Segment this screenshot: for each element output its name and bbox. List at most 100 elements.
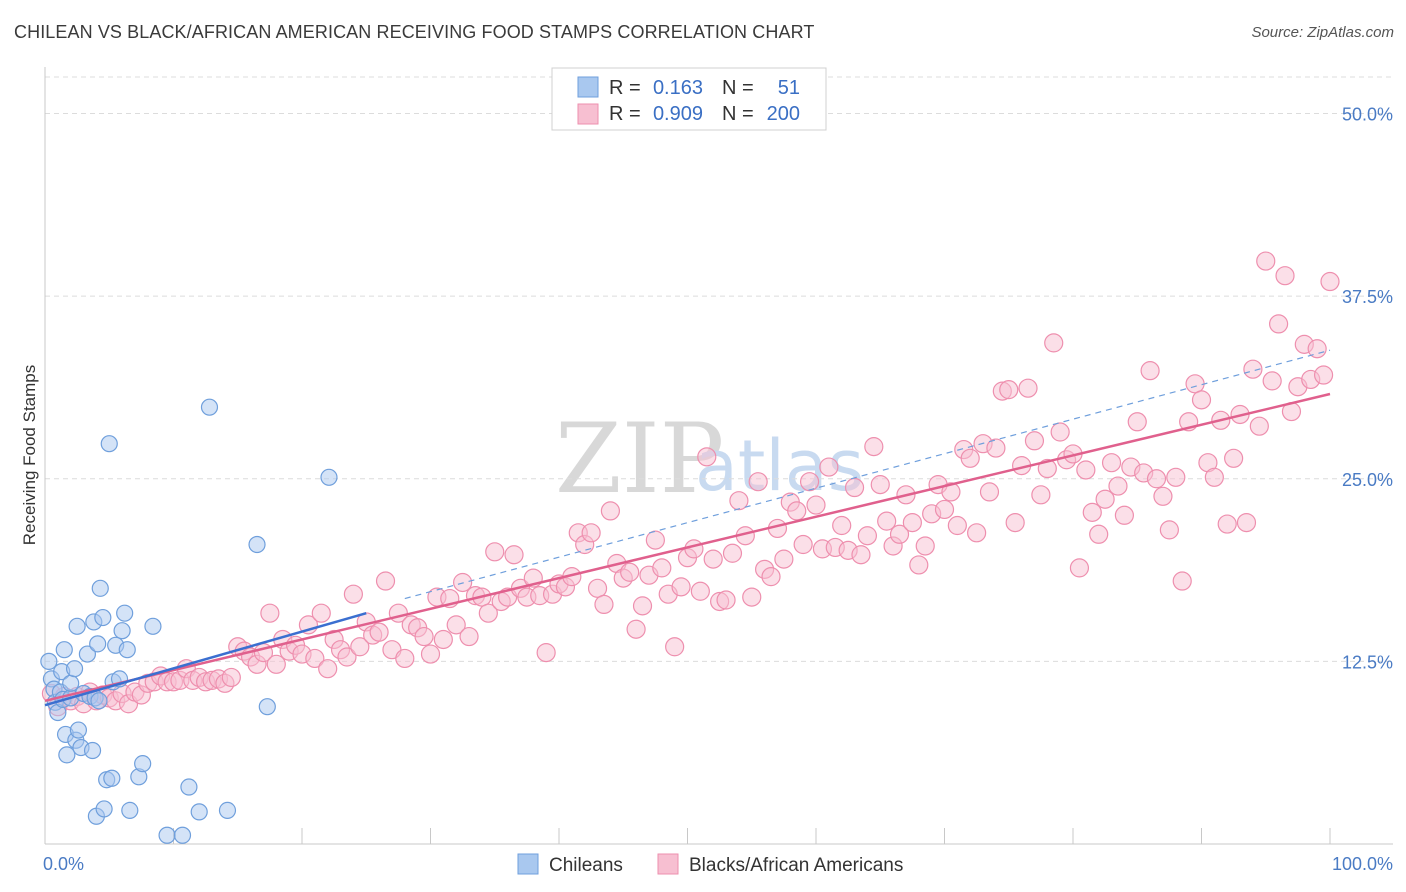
chileans-point-38 (118, 641, 136, 659)
blacks-point-162 (1082, 502, 1102, 522)
blacks-point-47 (343, 584, 363, 604)
blacks-point-61 (433, 629, 453, 650)
blacks-point-189 (1256, 251, 1276, 271)
legend-swatch-chileans (577, 76, 599, 98)
blacks-point-77 (536, 643, 556, 663)
blacks-point-105 (716, 590, 736, 610)
blacks-point-42 (311, 603, 331, 623)
chileans-point-48 (218, 801, 237, 819)
blacks-point-155 (1037, 458, 1057, 479)
blacks-point-109 (742, 587, 762, 607)
blacks-point-173 (1153, 486, 1173, 506)
blacks-point-141 (947, 515, 967, 536)
blacks-point-112 (761, 567, 781, 587)
gridlines (45, 76, 1393, 662)
blacks-point-86 (594, 594, 614, 615)
chileans-point-12 (62, 674, 80, 692)
series-legend: Chileans Blacks/African Americans (517, 853, 903, 876)
blacks-point-176 (1172, 571, 1192, 591)
blacks-point-192 (1275, 266, 1295, 286)
chileans-point-46 (190, 803, 208, 821)
chileans-point-15 (68, 617, 86, 635)
chileans-point-8 (55, 641, 73, 659)
blacks-point-169 (1127, 412, 1147, 432)
blacks-point-150 (1005, 512, 1025, 533)
blacks-point-68 (478, 603, 498, 623)
blacks-point-178 (1185, 374, 1205, 394)
series-chileans-points (40, 398, 338, 844)
bottom-legend-label-blacks: Blacks/African Americans (689, 855, 903, 876)
chileans-point-21 (83, 741, 102, 760)
chileans-point-45 (180, 778, 198, 796)
blacks-point-167 (1114, 505, 1135, 525)
chileans-point-37 (116, 604, 134, 622)
blacks-point-51 (369, 622, 389, 642)
chileans-point-27 (91, 579, 109, 597)
blacks-point-90 (620, 562, 640, 582)
blacks-point-94 (645, 530, 665, 550)
blacks-point-153 (1024, 431, 1045, 451)
blacks-point-152 (1018, 378, 1038, 398)
blacks-point-63 (446, 615, 466, 635)
blacks-point-100 (684, 539, 704, 559)
chileans-point-29 (95, 800, 113, 818)
blacks-point-183 (1217, 514, 1237, 534)
blacks-point-143 (960, 448, 980, 468)
x-ticks (173, 828, 1331, 844)
trend-line-blacks (44, 392, 1331, 703)
blacks-point-41 (305, 648, 325, 669)
blacks-point-43 (318, 659, 338, 679)
blacks-point-144 (967, 523, 987, 543)
legend-r-label-2: R = (609, 103, 641, 125)
blacks-point-165 (1101, 453, 1122, 473)
chileans-point-47 (200, 398, 219, 416)
blacks-point-175 (1166, 467, 1186, 487)
blacks-point-174 (1159, 520, 1179, 540)
chileans-point-13 (65, 660, 84, 678)
blacks-point-114 (774, 549, 794, 569)
blacks-point-161 (1076, 460, 1096, 480)
chileans-point-32 (103, 769, 121, 787)
blacks-point-58 (414, 626, 434, 647)
legend-n-label-1: N = (722, 77, 754, 99)
chileans-point-43 (158, 826, 176, 844)
blacks-point-197 (1307, 339, 1327, 359)
chileans-point-0 (40, 652, 58, 670)
chileans-point-41 (134, 755, 152, 773)
blacks-point-130 (877, 511, 897, 531)
chileans-point-50 (258, 698, 276, 716)
legend-swatch-blacks (577, 103, 599, 125)
blacks-point-107 (729, 491, 749, 511)
source-credit: Source: ZipAtlas.com (1251, 24, 1394, 41)
y-tick-label-3: 50.0% (1342, 105, 1393, 125)
y-tick-label-1: 25.0% (1342, 470, 1393, 490)
chileans-point-10 (58, 746, 76, 764)
blacks-point-72 (504, 545, 524, 565)
blacks-point-157 (1050, 422, 1070, 442)
blacks-point-186 (1236, 512, 1257, 533)
blacks-point-87 (600, 501, 621, 521)
legend-n-label-2: N = (722, 103, 754, 125)
legend-r-label-1: R = (609, 77, 641, 99)
blacks-point-126 (851, 545, 871, 565)
blacks-point-117 (793, 534, 813, 555)
blacks-point-121 (819, 457, 839, 477)
blacks-point-85 (587, 578, 608, 598)
legend-n-value-2: 200 (767, 103, 800, 125)
trend-lines (44, 349, 1331, 707)
blacks-point-106 (722, 543, 743, 563)
legend-n-value-1: 51 (778, 77, 800, 99)
blacks-point-184 (1224, 448, 1244, 468)
trend-line-chileans (44, 611, 367, 707)
blacks-point-154 (1031, 485, 1051, 505)
blacks-point-65 (459, 626, 479, 647)
blacks-point-101 (690, 581, 710, 601)
blacks-point-92 (632, 596, 653, 616)
blacks-point-164 (1095, 489, 1115, 509)
blacks-point-103 (703, 549, 723, 569)
blacks-point-116 (787, 501, 807, 521)
y-tick-label-2: 37.5% (1342, 287, 1393, 307)
legend-r-value-1: 0.163 (653, 77, 703, 99)
chileans-point-28 (94, 608, 112, 627)
blacks-point-95 (652, 558, 672, 578)
